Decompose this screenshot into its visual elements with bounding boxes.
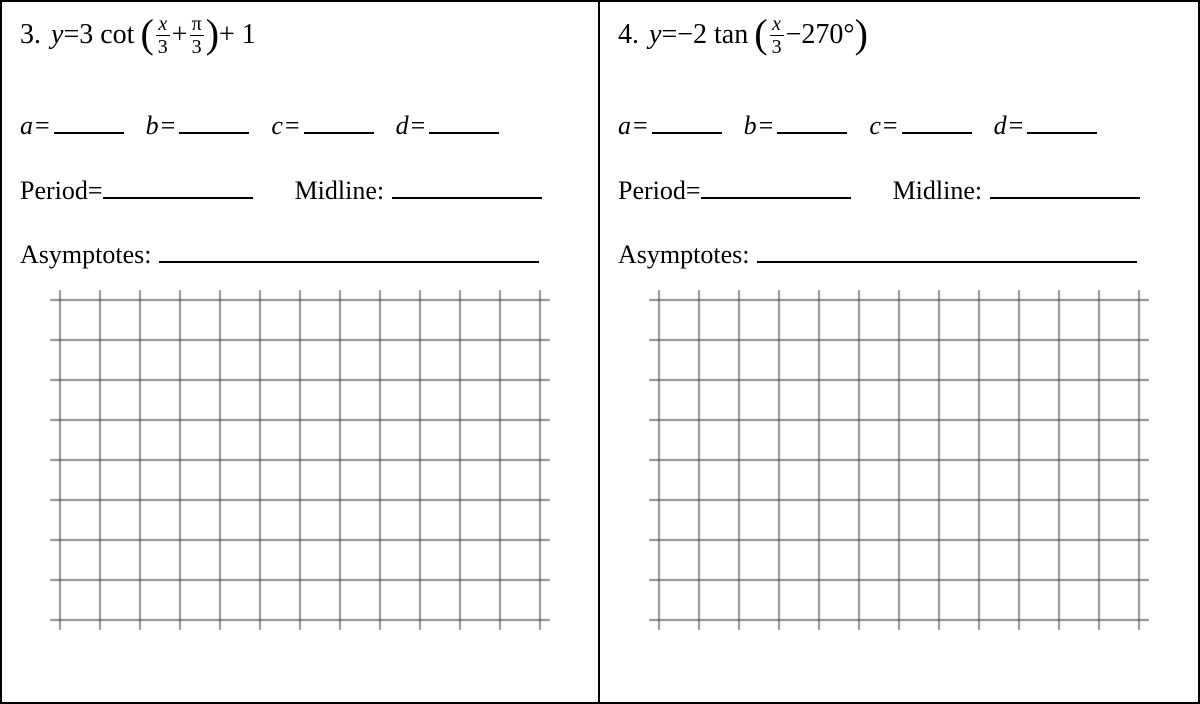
graph-grid[interactable] (649, 290, 1149, 630)
blank-midline[interactable] (392, 171, 542, 200)
eq-sign: = (1009, 111, 1024, 141)
blank-a[interactable] (54, 105, 124, 134)
label-a: a (20, 111, 33, 141)
label-asymptotes: Asymptotes: (20, 240, 151, 270)
equation-4: 4. y = −2 tan ( x 3 − 270° ) (618, 14, 1180, 57)
blank-midline[interactable] (990, 171, 1140, 200)
eq-sign: = (633, 111, 648, 141)
frac-top: x (156, 14, 169, 34)
worksheet-page: 3. y = 3 cot ( x 3 + π 3 ) (0, 0, 1200, 704)
var-y: y (51, 20, 63, 51)
blank-asymptotes[interactable] (159, 234, 539, 263)
blank-a[interactable] (652, 105, 722, 134)
frac-bot: 3 (156, 37, 170, 57)
blank-period[interactable] (701, 171, 851, 200)
problem-4: 4. y = −2 tan ( x 3 − 270° ) a = b = c = (600, 2, 1198, 702)
coef-func: −2 tan (677, 20, 748, 51)
lparen: ( (754, 18, 767, 50)
eq-sign: = (88, 176, 103, 206)
abcd-row: a = b = c = d = (20, 105, 580, 141)
label-b: b (744, 111, 757, 141)
eq-sign: = (686, 176, 701, 206)
rparen: ) (855, 18, 868, 50)
inner-arg: x 3 + π 3 (154, 14, 206, 57)
equation-3: 3. y = 3 cot ( x 3 + π 3 ) (20, 14, 580, 57)
blank-b[interactable] (777, 105, 847, 134)
label-midline: Midline: (893, 176, 983, 206)
period-midline-row: Period = Midline: (618, 171, 1180, 207)
period-midline-row: Period = Midline: (20, 171, 580, 207)
label-d: d (396, 111, 409, 141)
problem-number: 3. (20, 20, 41, 51)
abcd-row: a = b = c = d = (618, 105, 1180, 141)
equals: = (63, 20, 79, 51)
label-period: Period (618, 176, 686, 206)
lparen: ( (140, 18, 153, 50)
asymptotes-row: Asymptotes: (618, 234, 1180, 270)
eq-suffix: + 1 (219, 20, 256, 51)
frac-pi-3: π 3 (190, 14, 204, 57)
problem-3: 3. y = 3 cot ( x 3 + π 3 ) (2, 2, 600, 702)
frac-bot: 3 (770, 37, 784, 57)
eq-sign: = (411, 111, 426, 141)
label-c: c (869, 111, 881, 141)
blank-b[interactable] (179, 105, 249, 134)
asymptotes-row: Asymptotes: (20, 234, 580, 270)
blank-d[interactable] (429, 105, 499, 134)
label-c: c (271, 111, 283, 141)
frac-top: π (190, 14, 204, 34)
eq-sign: = (285, 111, 300, 141)
blank-asymptotes[interactable] (757, 234, 1137, 263)
blank-period[interactable] (103, 171, 253, 200)
coef-func: 3 cot (79, 20, 134, 51)
after-arg: 270° (801, 20, 854, 51)
label-b: b (146, 111, 159, 141)
frac-x-3: x 3 (770, 14, 784, 57)
graph-grid-wrap (20, 290, 580, 630)
label-period: Period (20, 176, 88, 206)
label-asymptotes: Asymptotes: (618, 240, 749, 270)
eq-sign: = (35, 111, 50, 141)
eq-sign: = (883, 111, 898, 141)
label-d: d (994, 111, 1007, 141)
label-a: a (618, 111, 631, 141)
inner-op: + (172, 20, 188, 51)
inner-arg: x 3 − 270° (768, 14, 855, 57)
rparen: ) (206, 18, 219, 50)
frac-x-3: x 3 (156, 14, 170, 57)
problem-number: 4. (618, 20, 639, 51)
blank-c[interactable] (902, 105, 972, 134)
eq-sign: = (161, 111, 176, 141)
frac-bot: 3 (190, 37, 204, 57)
equals: = (661, 20, 677, 51)
var-y: y (649, 20, 661, 51)
graph-grid-wrap (618, 290, 1180, 630)
blank-d[interactable] (1027, 105, 1097, 134)
label-midline: Midline: (295, 176, 385, 206)
frac-top: x (770, 14, 783, 34)
eq-sign: = (759, 111, 774, 141)
graph-grid[interactable] (50, 290, 550, 630)
inner-op: − (786, 20, 802, 51)
blank-c[interactable] (304, 105, 374, 134)
